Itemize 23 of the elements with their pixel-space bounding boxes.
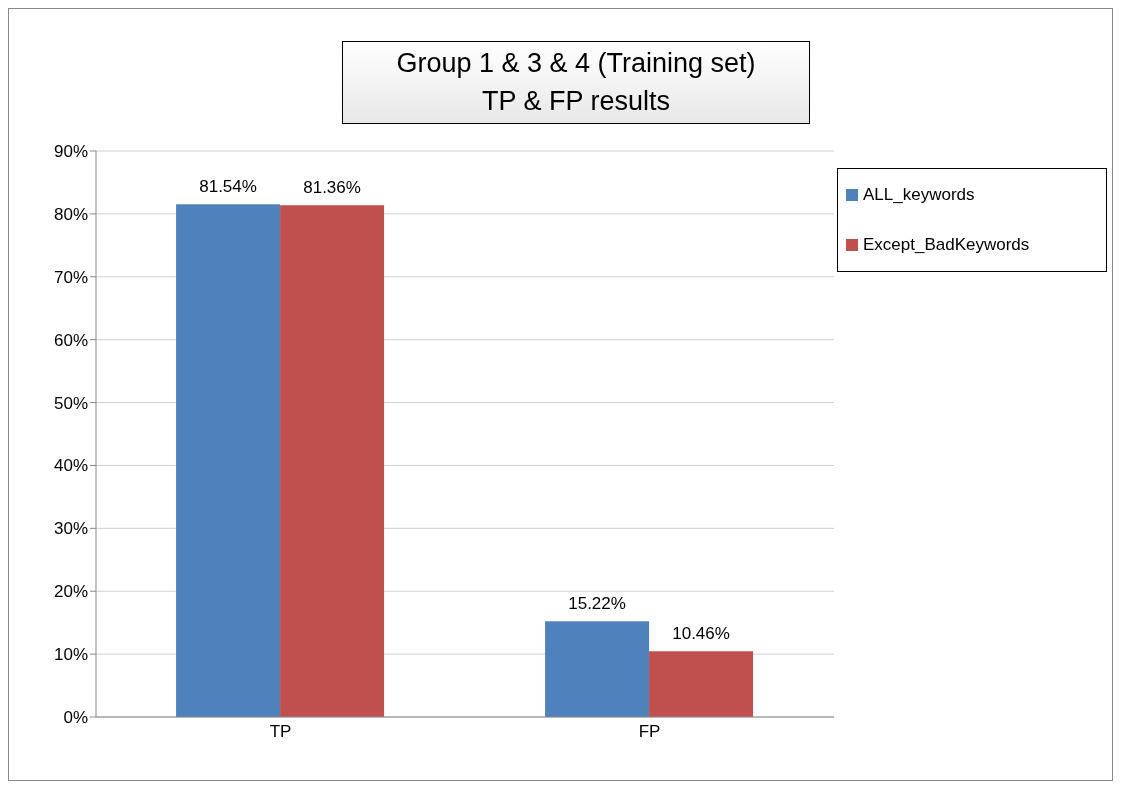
y-tick-label: 50% (53, 393, 88, 413)
legend-label: Except_BadKeywords (863, 235, 1030, 255)
y-tick-label: 20% (53, 582, 88, 602)
x-tick-label: TP (269, 722, 292, 742)
data-label: 10.46% (672, 624, 730, 644)
x-tick-label: FP (638, 722, 661, 742)
data-label: 15.22% (568, 594, 626, 614)
y-tick-label: 60% (53, 330, 88, 350)
y-tick-label: 40% (53, 456, 88, 476)
y-tick-label: 30% (53, 519, 88, 539)
bar (649, 651, 754, 717)
y-tick-label: 70% (53, 267, 88, 287)
data-label: 81.36% (303, 178, 361, 198)
bar (176, 204, 281, 717)
data-label: 81.54% (199, 177, 257, 197)
y-tick-label: 90% (53, 142, 88, 162)
y-tick-label: 80% (53, 204, 88, 224)
chart-title: Group 1 & 3 & 4 (Training set) TP & FP results (395, 47, 757, 118)
y-tick-label: 0% (63, 708, 88, 728)
y-tick-label: 10% (53, 645, 88, 665)
legend-label: ALL_keywords (863, 185, 975, 205)
bar (280, 205, 385, 717)
bar (545, 621, 650, 717)
